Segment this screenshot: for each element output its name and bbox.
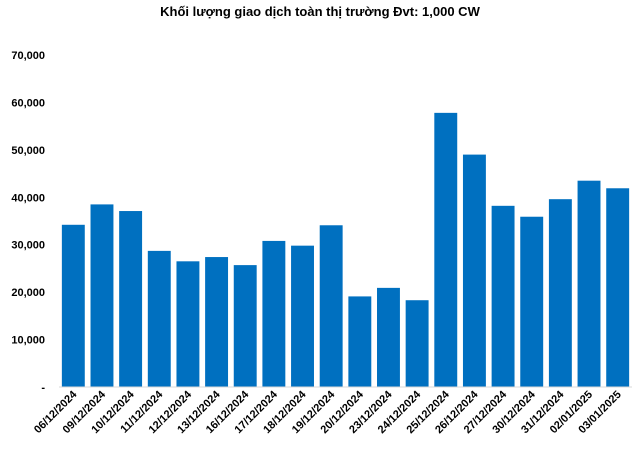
bar [61, 224, 85, 387]
y-tick-label: 20,000 [11, 287, 45, 299]
bar [434, 112, 458, 388]
bar [176, 261, 200, 387]
y-tick-label: 70,000 [11, 50, 45, 62]
bar [348, 296, 372, 387]
y-tick-label: 30,000 [11, 240, 45, 252]
bar [606, 188, 630, 387]
bar [319, 225, 343, 387]
bar [462, 154, 486, 387]
bars-group [61, 112, 630, 388]
y-tick-label: 60,000 [11, 97, 45, 109]
y-tick-label: - [41, 382, 45, 394]
bar [90, 204, 114, 387]
y-tick-label: 10,000 [11, 335, 45, 347]
x-axis-labels: 06/12/202409/12/202410/12/202411/12/2024… [32, 388, 624, 436]
y-tick-label: 50,000 [11, 145, 45, 157]
bar [405, 300, 429, 387]
y-tick-label: 40,000 [11, 192, 45, 204]
bar [548, 199, 572, 387]
chart-title: Khối lượng giao dịch toàn thị trường Đvt… [160, 4, 480, 19]
bar [262, 240, 286, 387]
bar [119, 211, 143, 387]
bar [205, 257, 229, 387]
bar [491, 205, 515, 387]
bar [377, 287, 400, 387]
bar [147, 250, 171, 387]
bar [233, 265, 257, 387]
y-axis: - 10,000 20,000 30,000 40,000 50,000 60,000 70,… [11, 50, 45, 394]
bar [577, 180, 601, 387]
bar [520, 216, 544, 387]
bar [291, 245, 314, 387]
